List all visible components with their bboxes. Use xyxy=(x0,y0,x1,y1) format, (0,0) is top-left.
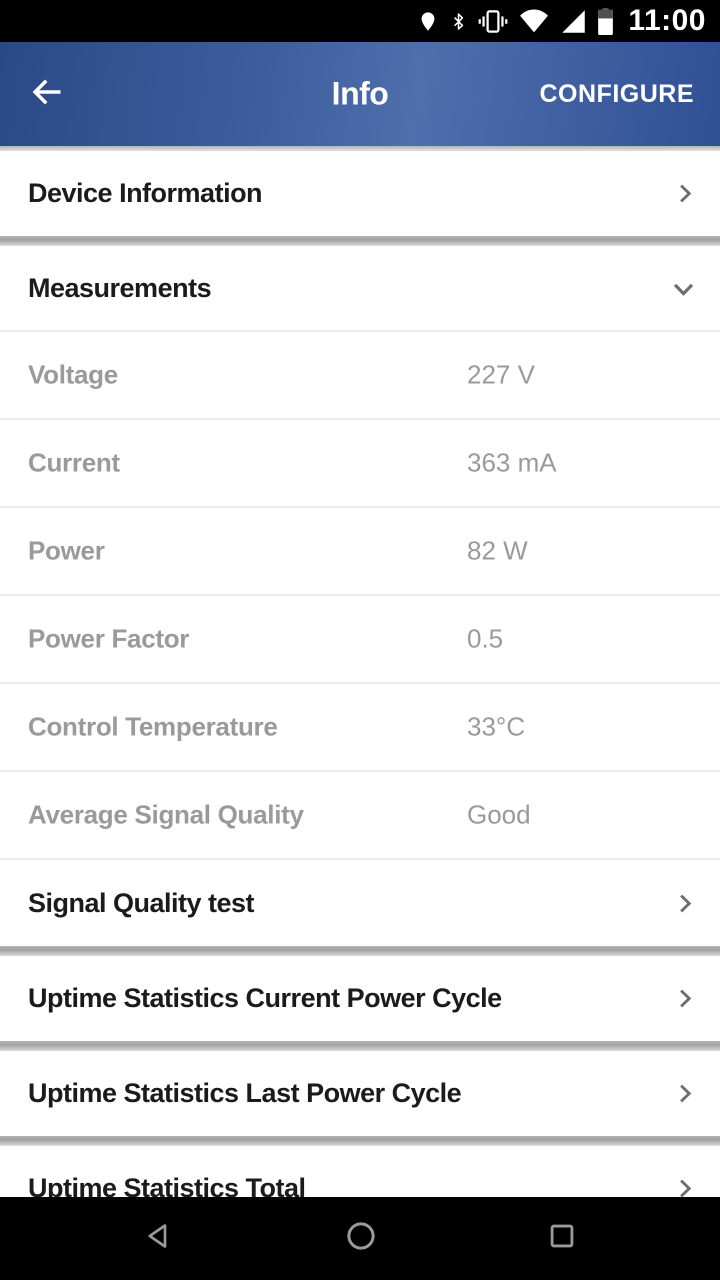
measurement-value: 33°C xyxy=(467,711,526,742)
app-bar-shadow xyxy=(0,146,720,151)
measurement-label: Average Signal Quality xyxy=(28,799,304,830)
measurement-value: Good xyxy=(467,799,531,830)
recents-square-icon xyxy=(548,1222,576,1255)
chevron-right-icon xyxy=(671,1175,698,1202)
measurement-value: 0.5 xyxy=(467,623,504,654)
back-triangle-icon xyxy=(144,1221,174,1256)
measurement-label: Voltage xyxy=(28,359,118,390)
location-icon xyxy=(417,8,439,35)
section-divider xyxy=(0,1041,720,1051)
vibrate-icon xyxy=(478,8,508,35)
chevron-right-icon xyxy=(671,985,698,1012)
chevron-down-icon xyxy=(669,274,698,303)
list-item-uptime-last[interactable]: Uptime Statistics Last Power Cycle xyxy=(0,1051,720,1136)
measurement-label: Power Factor xyxy=(28,623,190,654)
nav-home-button[interactable] xyxy=(346,1221,376,1256)
nav-recents-button[interactable] xyxy=(548,1222,576,1255)
configure-button[interactable]: CONFIGURE xyxy=(539,79,694,108)
battery-icon xyxy=(598,7,614,35)
app-bar: Info CONFIGURE xyxy=(0,42,720,146)
page-title: Info xyxy=(331,75,389,112)
chevron-right-icon xyxy=(671,180,698,207)
list-item-label: Uptime Statistics Current Power Cycle xyxy=(28,983,502,1013)
list-item-signal-quality-test[interactable]: Signal Quality test xyxy=(0,860,720,946)
list-item-measurements[interactable]: Measurements xyxy=(0,246,720,332)
nav-back-button[interactable] xyxy=(144,1221,174,1256)
list-item-label: Measurements xyxy=(28,272,212,303)
status-bar: 11:00 xyxy=(0,0,720,42)
section-divider xyxy=(0,1136,720,1146)
measurement-row: Control Temperature 33°C xyxy=(0,684,720,772)
back-button[interactable] xyxy=(0,64,78,125)
home-circle-icon xyxy=(346,1221,376,1256)
bluetooth-icon xyxy=(450,8,467,35)
measurement-value: 363 mA xyxy=(467,447,557,478)
list-item-uptime-current[interactable]: Uptime Statistics Current Power Cycle xyxy=(0,956,720,1041)
measurement-value: 82 W xyxy=(467,535,528,566)
measurement-label: Power xyxy=(28,535,105,566)
android-nav-bar xyxy=(0,1197,720,1280)
chevron-right-icon xyxy=(671,890,698,917)
measurement-row: Current 363 mA xyxy=(0,420,720,508)
arrow-left-icon xyxy=(26,74,68,115)
cell-signal-icon xyxy=(560,8,587,35)
section-divider xyxy=(0,236,720,246)
list-item-device-information[interactable]: Device Information xyxy=(0,151,720,236)
section-divider xyxy=(0,946,720,956)
measurement-row: Power Factor 0.5 xyxy=(0,596,720,684)
measurement-label: Control Temperature xyxy=(28,711,278,742)
measurement-row: Average Signal Quality Good xyxy=(0,772,720,860)
status-time: 11:00 xyxy=(628,4,706,37)
list-item-label: Device Information xyxy=(28,178,263,208)
measurement-row: Power 82 W xyxy=(0,508,720,596)
measurement-row: Voltage 227 V xyxy=(0,332,720,420)
chevron-right-icon xyxy=(671,1080,698,1107)
wifi-icon xyxy=(519,9,549,33)
list-item-label: Uptime Statistics Last Power Cycle xyxy=(28,1078,462,1108)
list-item-label: Signal Quality test xyxy=(28,887,255,918)
measurement-label: Current xyxy=(28,447,120,478)
measurement-value: 227 V xyxy=(467,359,535,390)
